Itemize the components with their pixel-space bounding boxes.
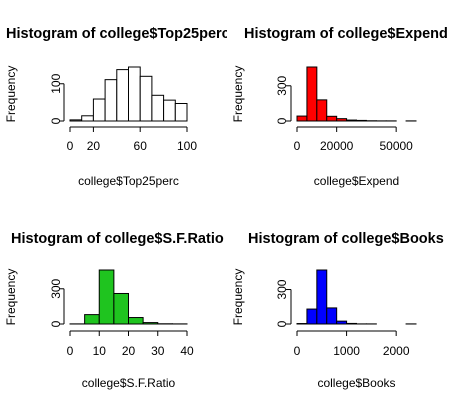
x-tick-label: 0 [294,344,301,358]
x-tick-label: 60 [134,139,148,153]
histogram-bar [92,98,106,122]
histogram-bar [151,94,165,122]
x-tick-label: 20000 [320,139,354,153]
y-tick-label: 0 [275,320,289,327]
histogram-bar [346,119,357,122]
y-tick-label: 0 [49,320,63,327]
histogram-bar [174,103,188,122]
y-tick-label: 0 [49,117,63,124]
x-tick-label: 20 [87,139,101,153]
x-axis-label: college$S.F.Ratio [82,376,176,390]
histogram-bar [306,66,318,122]
histogram-bar [128,317,144,325]
x-tick-label: 2000 [383,344,410,358]
histogram-bar [139,75,153,122]
x-tick-label: 50000 [379,139,413,153]
histogram-bar [128,66,141,122]
histogram-bar [306,308,318,325]
y-axis-label: Frequency [231,66,245,123]
histogram-panel-1: Histogram of college$Top25perc 0 20 60 100 0 1… [4,26,230,188]
x-tick-label: 20 [122,344,136,358]
y-tick-label: 300 [49,278,63,298]
histogram-panel-3: Histogram of college$S.F.Ratio 0 10 20 30 40 0… [4,231,224,390]
histogram-title: Histogram of college$S.F.Ratio [11,231,224,247]
histogram-bar [316,99,328,122]
histogram-bar [69,119,83,122]
y-axis-label: Frequency [4,269,18,326]
histogram-title: Histogram of college$Top25perc [6,26,230,42]
histogram-bar [98,269,115,325]
histogram-bar [336,320,348,325]
x-axis-label: college$Top25perc [78,174,179,188]
y-tick-label: 100 [49,73,63,93]
histogram-title: Histogram of college$Expend [244,26,448,42]
histogram-bar [326,307,338,325]
histogram-bar [104,79,118,122]
histogram-bar [296,115,308,122]
histogram-bar [356,119,367,122]
histogram-panel-2: Histogram of college$Expend 0 20000 50000 0 3… [231,26,448,188]
x-tick-label: 10 [93,344,107,358]
x-tick-label: 0 [294,139,301,153]
x-tick-label: 0 [67,344,74,358]
histogram-bar [113,292,130,325]
y-axis-label: Frequency [231,269,245,326]
histogram-panel-4: Histogram of college$Books 0 1000 2000 0 300 c… [231,231,444,390]
histogram-bar [326,115,338,122]
y-tick-label: 0 [275,117,289,124]
x-tick-label: 40 [180,344,194,358]
histogram-bar [81,115,94,122]
histogram-bar [142,322,159,325]
histogram-bar [116,69,130,122]
histogram-bar [84,314,100,325]
y-axis-label: Frequency [4,66,18,123]
histogram-bar [163,99,176,122]
histogram-bar [346,322,357,325]
histogram-bar [316,269,328,325]
x-axis-label: college$Books [317,376,395,390]
x-tick-label: 0 [67,139,74,153]
histogram-title: Histogram of college$Books [248,231,444,247]
histogram-bar [336,118,348,122]
x-axis-label: college$Expend [314,174,399,188]
x-tick-label: 30 [151,344,165,358]
y-tick-label: 300 [275,75,289,95]
x-tick-label: 1000 [333,344,360,358]
x-tick-label: 100 [177,139,197,153]
y-tick-label: 300 [275,279,289,299]
